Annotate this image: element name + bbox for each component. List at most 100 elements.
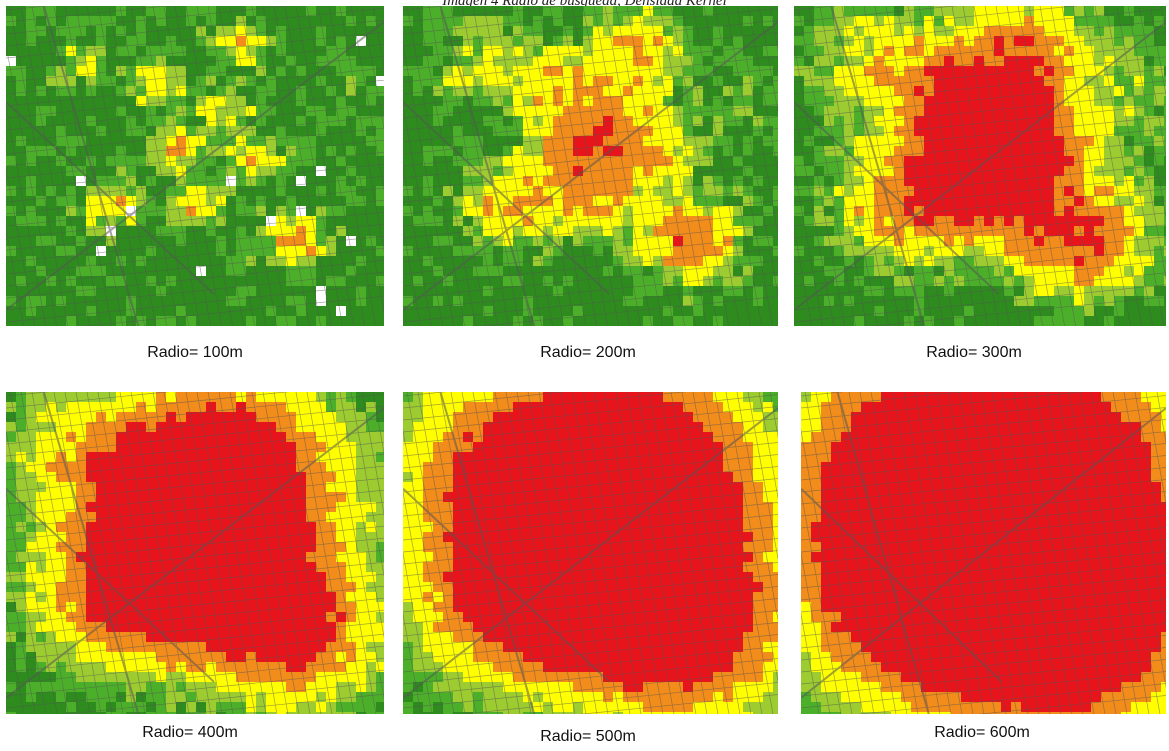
density-cell	[316, 582, 326, 592]
density-cell	[66, 612, 76, 622]
density-cell	[46, 512, 56, 522]
density-cell	[403, 532, 413, 542]
density-cell	[306, 672, 316, 682]
density-cell	[663, 156, 673, 166]
density-cell	[884, 6, 894, 16]
density-cell	[804, 36, 814, 46]
density-cell	[763, 176, 773, 186]
density-cell	[1074, 6, 1084, 16]
density-cell	[643, 266, 653, 276]
density-cell	[643, 96, 653, 106]
density-cell	[463, 196, 473, 206]
density-cell	[276, 116, 286, 126]
density-cell	[86, 452, 96, 462]
density-cell	[934, 196, 944, 206]
density-cell	[376, 472, 384, 482]
density-cell	[673, 66, 683, 76]
density-cell	[176, 66, 186, 76]
density-cell	[413, 46, 423, 56]
density-cell	[286, 672, 296, 682]
density-cell	[413, 702, 423, 712]
density-cell	[563, 266, 573, 276]
density-cell	[423, 96, 433, 106]
density-cell	[16, 156, 26, 166]
density-cell	[723, 276, 733, 286]
density-cell	[864, 16, 874, 26]
density-cell	[96, 502, 106, 512]
density-cell	[713, 206, 723, 216]
density-cell	[46, 712, 56, 714]
density-cell	[854, 106, 864, 116]
density-cell	[904, 306, 914, 316]
density-cell	[1154, 166, 1164, 176]
density-cell	[256, 612, 266, 622]
density-cell	[804, 56, 814, 66]
density-cell	[423, 316, 433, 326]
density-cell	[693, 26, 703, 36]
density-cell	[834, 116, 844, 126]
density-cell	[924, 176, 934, 186]
density-cell	[1054, 36, 1064, 46]
density-cell	[106, 622, 116, 632]
density-cell	[186, 256, 196, 266]
density-cell	[483, 46, 493, 56]
density-cell	[693, 16, 703, 26]
density-cell	[146, 226, 156, 236]
density-cell	[296, 482, 306, 492]
density-cell	[894, 166, 904, 176]
density-cell	[286, 46, 296, 56]
density-cell	[186, 226, 196, 236]
density-cell	[136, 662, 146, 672]
density-cell	[1124, 36, 1134, 46]
density-cell	[86, 316, 96, 326]
density-cell	[206, 276, 216, 286]
density-cell	[246, 296, 256, 306]
density-cell	[473, 176, 483, 186]
density-cell	[473, 86, 483, 96]
density-cell	[36, 642, 46, 652]
density-cell	[306, 26, 316, 36]
density-cell	[116, 306, 126, 316]
density-cell	[974, 86, 984, 96]
density-cell	[1074, 46, 1084, 56]
density-cell	[763, 126, 773, 136]
density-cell	[166, 412, 176, 422]
density-cell	[206, 562, 216, 572]
density-cell	[543, 306, 553, 316]
density-cell	[974, 96, 984, 106]
density-cell	[166, 452, 176, 462]
density-cell	[316, 522, 326, 532]
density-cell	[814, 316, 824, 326]
density-cell	[523, 176, 533, 186]
density-cell	[814, 126, 824, 136]
density-cell	[96, 226, 106, 236]
density-cell	[46, 16, 56, 26]
density-cell	[864, 136, 874, 146]
density-cell	[403, 682, 413, 692]
density-cell	[356, 462, 366, 472]
density-cell	[844, 236, 854, 246]
density-cell	[1084, 186, 1094, 196]
density-cell	[703, 106, 713, 116]
density-cell	[974, 186, 984, 196]
density-cell	[713, 256, 723, 266]
density-cell	[296, 6, 306, 16]
density-cell	[76, 266, 86, 276]
density-cell	[884, 266, 894, 276]
density-cell	[106, 286, 116, 296]
density-cell	[226, 612, 236, 622]
density-cell	[356, 86, 366, 96]
density-cell	[356, 542, 366, 552]
density-cell	[306, 236, 316, 246]
density-cell	[86, 482, 96, 492]
density-cell	[693, 176, 703, 186]
density-cell	[1014, 26, 1024, 36]
density-cell	[56, 206, 66, 216]
density-cell	[713, 236, 723, 246]
density-cell	[613, 96, 623, 106]
density-cell	[633, 266, 643, 276]
density-cell	[246, 226, 256, 236]
density-cell	[1034, 206, 1044, 216]
density-cell	[413, 216, 423, 226]
density-cell	[316, 56, 326, 66]
